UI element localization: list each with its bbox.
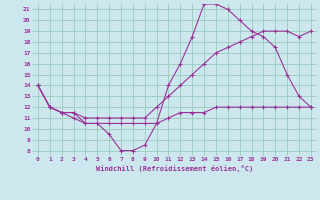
X-axis label: Windchill (Refroidissement éolien,°C): Windchill (Refroidissement éolien,°C) <box>96 165 253 172</box>
